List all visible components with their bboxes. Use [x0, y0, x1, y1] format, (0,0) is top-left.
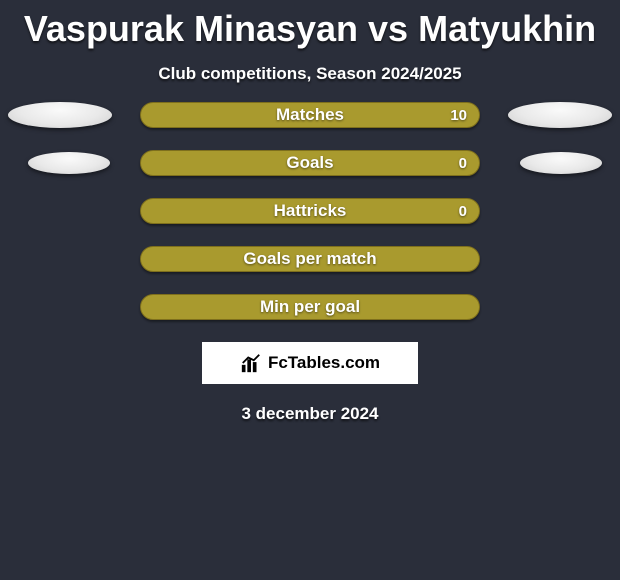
logo-box: FcTables.com	[202, 342, 418, 384]
stat-label: Min per goal	[260, 297, 360, 317]
stat-label: Goals per match	[243, 249, 376, 269]
logo-text: FcTables.com	[268, 353, 380, 373]
stat-row: Matches 10	[0, 102, 620, 128]
stat-value: 0	[459, 203, 467, 220]
date-text: 3 december 2024	[241, 404, 378, 424]
stat-row: Hattricks 0	[0, 198, 620, 224]
right-value-marker	[520, 152, 602, 174]
stat-bar: Min per goal	[140, 294, 480, 320]
stat-bar: Hattricks 0	[140, 198, 480, 224]
stat-row: Goals 0	[0, 150, 620, 176]
left-value-marker	[8, 102, 112, 128]
stat-bar: Goals per match	[140, 246, 480, 272]
stat-bar: Goals 0	[140, 150, 480, 176]
bars-icon	[240, 352, 262, 374]
stat-row: Goals per match	[0, 246, 620, 272]
stat-bar: Matches 10	[140, 102, 480, 128]
stat-label: Goals	[286, 153, 333, 173]
right-value-marker	[508, 102, 612, 128]
stat-label: Matches	[276, 105, 344, 125]
stat-label: Hattricks	[274, 201, 347, 221]
stat-value: 0	[459, 155, 467, 172]
left-value-marker	[28, 152, 110, 174]
stat-rows: Matches 10 Goals 0 Hattricks 0 Goals per match…	[0, 102, 620, 320]
stat-row: Min per goal	[0, 294, 620, 320]
page-title: Vaspurak Minasyan vs Matyukhin	[24, 8, 596, 50]
infographic-container: Vaspurak Minasyan vs Matyukhin Club comp…	[0, 0, 620, 424]
page-subtitle: Club competitions, Season 2024/2025	[158, 64, 461, 84]
stat-value: 10	[450, 107, 467, 124]
